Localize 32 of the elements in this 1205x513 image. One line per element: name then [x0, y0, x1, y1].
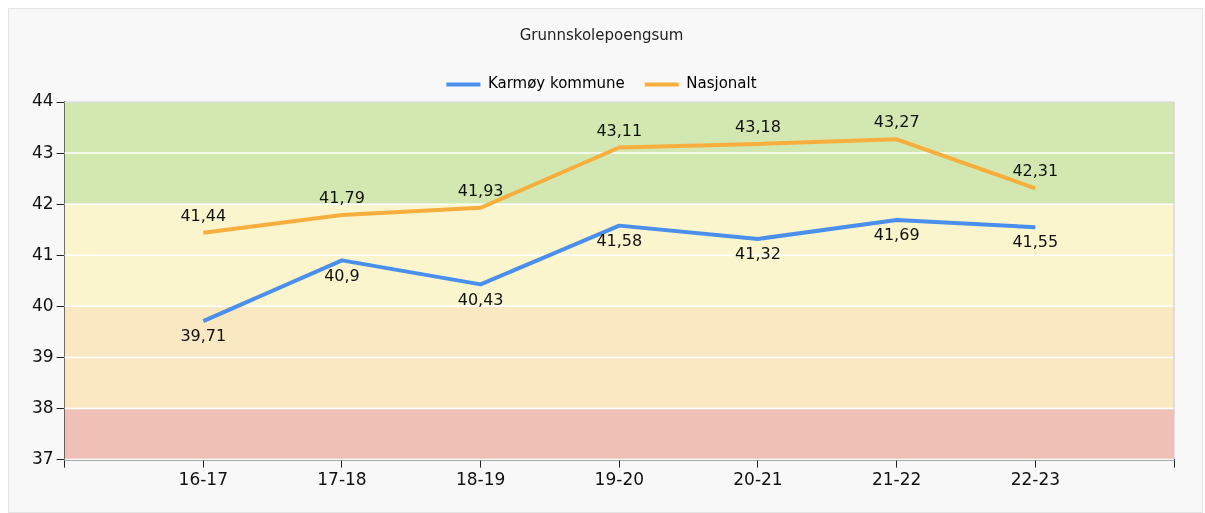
data-label: 41,93	[457, 180, 504, 200]
y-tick-label: 41	[31, 243, 54, 264]
chart-title: Grunnskolepoengsum	[519, 25, 684, 44]
y-tick-label: 43	[31, 141, 54, 162]
data-label: 40,9	[324, 265, 360, 285]
x-tick-label: 21-22	[871, 469, 922, 490]
data-label: 41,69	[873, 225, 920, 245]
y-tick-label: 39	[31, 345, 54, 366]
x-tick-label: 22-23	[1010, 469, 1061, 490]
data-label: 41,79	[319, 188, 365, 208]
x-tick-label: 18-19	[455, 469, 506, 490]
data-label: 41,44	[180, 205, 227, 225]
data-label: 43,11	[596, 120, 643, 140]
data-label: 43,18	[735, 117, 781, 137]
x-tick-label: 17-18	[317, 469, 367, 490]
y-tick-label: 44	[31, 90, 54, 111]
legend-label: Nasjonalt	[686, 74, 757, 93]
data-label: 41,32	[735, 244, 781, 264]
data-label: 40,43	[457, 289, 504, 309]
data-label: 39,71	[180, 326, 227, 346]
x-tick-label: 20-21	[733, 469, 783, 490]
y-tick-label: 40	[31, 294, 54, 315]
data-label: 43,27	[873, 112, 920, 132]
x-tick-label: 16-17	[178, 469, 229, 490]
y-tick-label: 38	[31, 396, 54, 417]
data-label: 41,58	[596, 230, 643, 250]
data-label: 41,55	[1012, 232, 1059, 252]
x-tick-label: 19-20	[594, 469, 645, 490]
y-tick-label: 42	[31, 192, 54, 213]
y-tick-label: 37	[31, 448, 54, 469]
legend-label: Karmøy kommune	[487, 74, 625, 93]
data-label: 42,31	[1012, 161, 1059, 181]
